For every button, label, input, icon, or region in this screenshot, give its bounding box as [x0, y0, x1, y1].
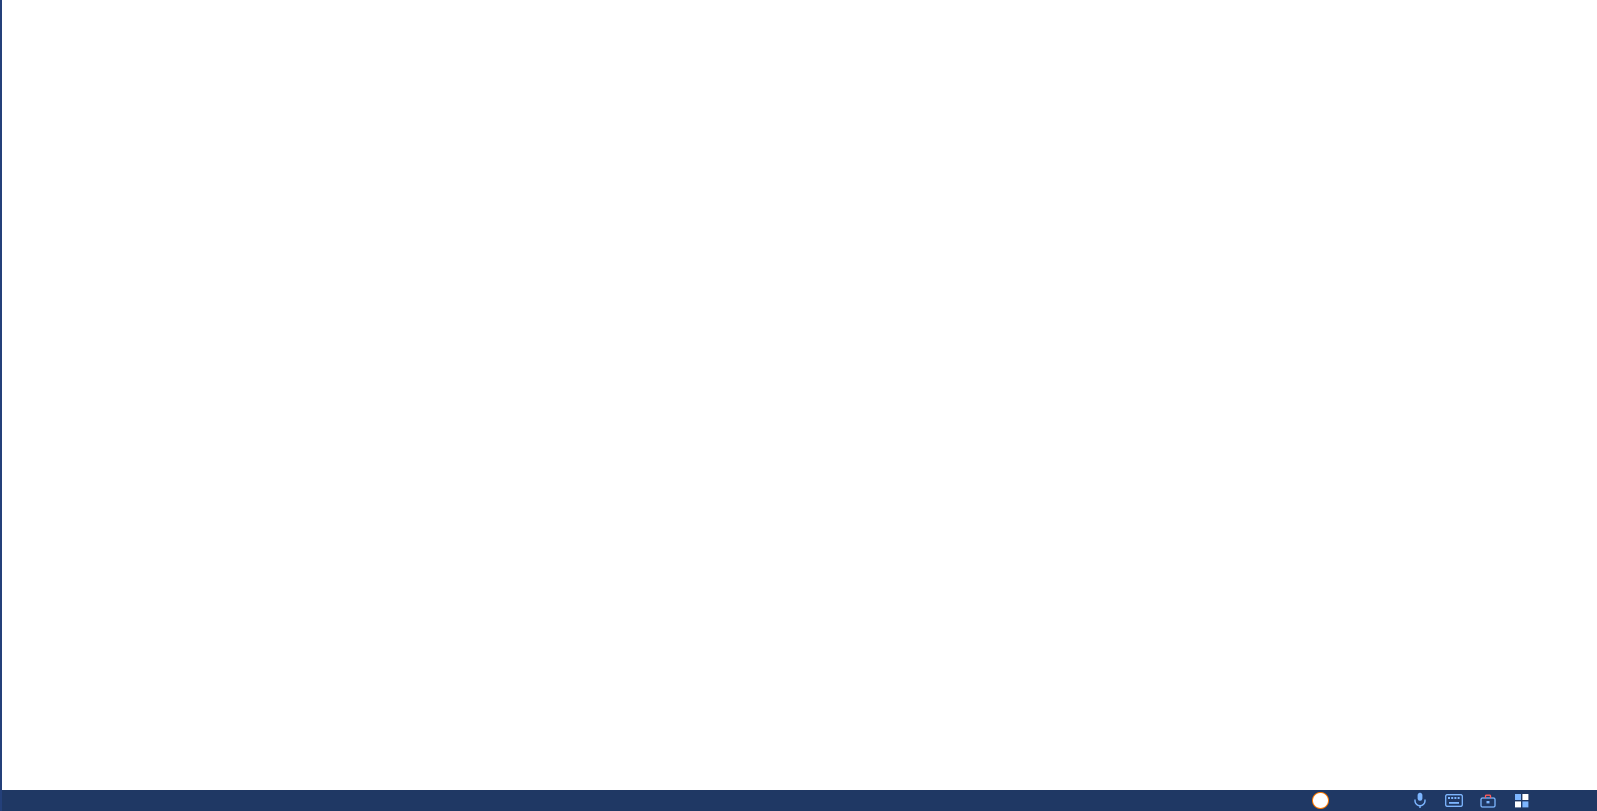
app-grid-icon[interactable]: [1513, 792, 1529, 810]
price-chart-canvas[interactable]: [2, 0, 1597, 790]
chinese-mode-icon[interactable]: [1346, 792, 1362, 810]
sogou-logo-icon[interactable]: [1312, 792, 1329, 810]
punctuation-icon[interactable]: [1379, 792, 1395, 810]
toolbox-icon[interactable]: [1480, 792, 1496, 810]
ime-taskbar: [2, 790, 1597, 811]
microphone-icon[interactable]: [1412, 792, 1428, 810]
keyboard-icon[interactable]: [1445, 792, 1463, 810]
